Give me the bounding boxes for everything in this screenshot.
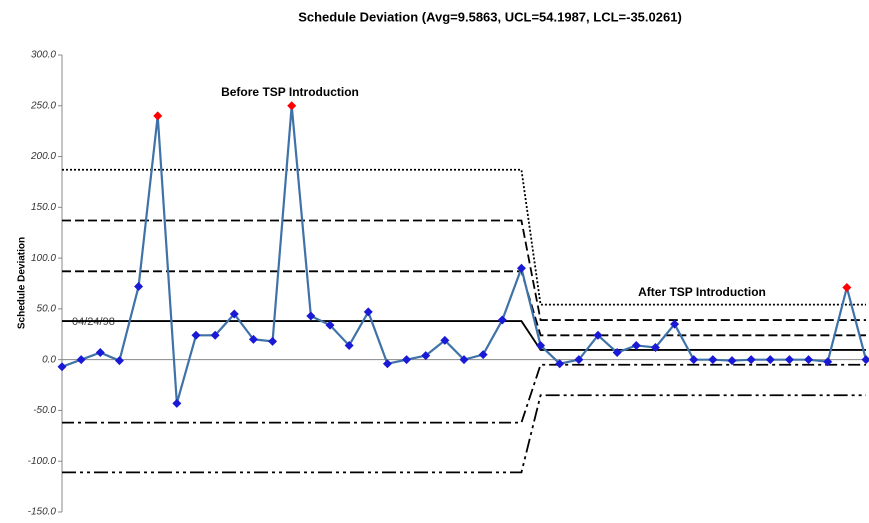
data-point xyxy=(382,359,392,369)
data-point xyxy=(708,355,718,365)
annotation: Before TSP Introduction xyxy=(221,85,359,99)
data-point xyxy=(344,340,354,350)
data-point xyxy=(536,340,546,350)
data-point xyxy=(746,355,756,365)
data-point xyxy=(861,355,869,365)
data-point xyxy=(134,282,144,292)
data-point xyxy=(248,334,258,344)
y-tick-label: 100.0 xyxy=(31,253,56,264)
data-point xyxy=(95,348,105,358)
annotation: After TSP Introduction xyxy=(638,285,766,299)
chart-title: Schedule Deviation (Avg=9.5863, UCL=54.1… xyxy=(298,9,682,24)
data-point xyxy=(440,335,450,345)
control-limit xyxy=(62,394,866,474)
data-point xyxy=(670,319,680,329)
data-point xyxy=(631,340,641,350)
data-point xyxy=(689,355,699,365)
data-point xyxy=(287,101,297,111)
data-point xyxy=(172,398,182,408)
data-point xyxy=(229,309,239,319)
data-point xyxy=(114,356,124,366)
data-point xyxy=(574,355,584,365)
control-limit xyxy=(62,219,866,321)
data-point xyxy=(497,315,507,325)
y-tick-label: 50.0 xyxy=(37,304,57,315)
data-point xyxy=(842,283,852,293)
y-tick-label: 250.0 xyxy=(30,100,56,111)
data-point xyxy=(153,111,163,121)
data-point xyxy=(593,330,603,340)
data-point xyxy=(555,359,565,369)
data-point xyxy=(516,263,526,273)
data-point xyxy=(363,307,373,317)
y-tick-label: 0.0 xyxy=(42,354,56,365)
data-point xyxy=(727,356,737,366)
control-limit xyxy=(62,270,866,337)
data-point xyxy=(76,355,86,365)
data-point xyxy=(325,320,335,330)
data-point xyxy=(402,355,412,365)
data-point xyxy=(268,336,278,346)
data-point xyxy=(650,342,660,352)
control-limit xyxy=(62,168,866,306)
data-point xyxy=(823,357,833,367)
y-tick-label: 200.0 xyxy=(30,151,56,162)
y-tick-label: -50.0 xyxy=(33,405,56,416)
data-point xyxy=(765,355,775,365)
y-tick-label: 150.0 xyxy=(31,202,56,213)
control-limit xyxy=(62,320,866,351)
y-tick-label: 300.0 xyxy=(31,50,56,61)
y-tick-label: -150.0 xyxy=(28,507,57,518)
data-point xyxy=(459,355,469,365)
data-point xyxy=(191,330,201,340)
y-tick-label: -100.0 xyxy=(28,456,57,467)
data-point xyxy=(421,351,431,361)
data-point xyxy=(210,330,220,340)
data-point xyxy=(478,350,488,360)
y-axis-label: Schedule Deviation xyxy=(17,237,28,329)
data-point xyxy=(784,355,794,365)
data-point xyxy=(612,348,622,358)
data-point xyxy=(57,362,67,372)
data-point xyxy=(306,311,316,321)
control-limit xyxy=(62,363,866,424)
data-point xyxy=(804,355,814,365)
